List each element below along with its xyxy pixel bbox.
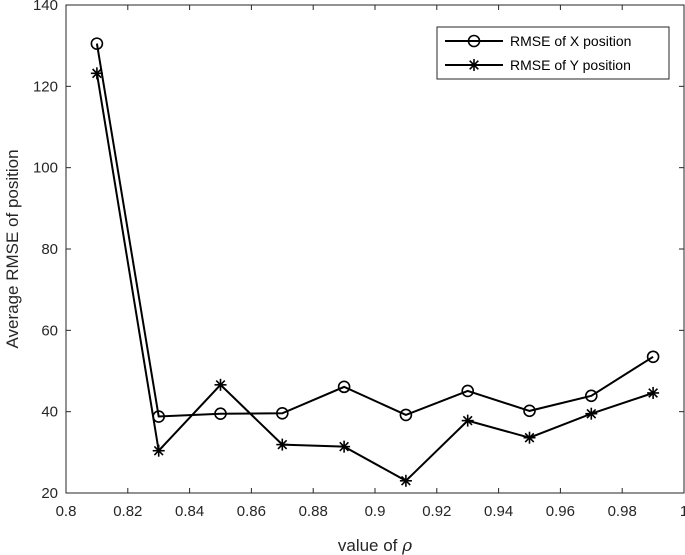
x-tick-label: 0.94	[484, 503, 513, 520]
x-tick-label: 0.9	[365, 503, 386, 520]
data-point-asterisk	[214, 378, 227, 391]
asterisk-stroke	[462, 415, 473, 426]
asterisk-stroke	[339, 441, 349, 452]
legend-label: RMSE of Y position	[510, 57, 631, 73]
data-point-asterisk	[276, 438, 289, 451]
x-tick-label: 0.92	[422, 503, 451, 520]
data-point-circle	[214, 407, 227, 421]
legend: RMSE of X position RMSE of Y position	[436, 26, 670, 80]
y-axis-title: Average RMSE of position	[3, 149, 22, 348]
asterisk-stroke	[215, 379, 226, 390]
asterisk-stroke	[92, 68, 102, 79]
y-tick-label: 80	[41, 241, 58, 258]
x-tick-label: 0.82	[113, 503, 142, 520]
series-line-2	[95, 73, 654, 483]
asterisk-stroke	[277, 439, 288, 450]
x-tick-label: 0.98	[608, 503, 637, 520]
legend-label: RMSE of X position	[510, 33, 631, 49]
y-tick-label: 40	[41, 404, 58, 421]
asterisk-stroke	[153, 445, 164, 456]
y-tick-label: 120	[33, 78, 58, 95]
y-tick-label: 100	[33, 160, 58, 177]
data-point-circle	[523, 404, 536, 418]
y-tick-label: 20	[41, 485, 58, 502]
data-point-asterisk	[461, 414, 474, 427]
asterisk-stroke	[586, 408, 597, 419]
data-point-circle	[467, 34, 481, 48]
data-point-circle	[337, 380, 351, 394]
data-point-circle	[399, 408, 413, 422]
data-point-circle	[461, 384, 475, 398]
x-axis-title: value of ρ	[338, 536, 412, 555]
y-tick-label: 60	[41, 322, 58, 339]
x-tick-label: 0.84	[175, 503, 204, 520]
data-point-circle	[275, 406, 289, 420]
series-line-1	[95, 43, 654, 418]
data-point-asterisk	[399, 474, 412, 487]
plot-area	[65, 4, 685, 494]
data-point-asterisk	[90, 67, 103, 80]
data-point-circle	[90, 37, 104, 50]
data-point-asterisk	[468, 59, 480, 71]
asterisk-stroke	[524, 432, 535, 443]
data-point-asterisk	[647, 386, 660, 399]
x-tick-label: 0.96	[546, 503, 575, 520]
asterisk-stroke	[401, 475, 411, 486]
data-point-circle	[646, 350, 660, 364]
asterisk-stroke	[469, 60, 479, 70]
series-layer	[90, 37, 660, 487]
asterisk-stroke	[648, 388, 658, 398]
x-tick-label: 1	[680, 503, 685, 520]
y-tick-label: 140	[33, 0, 58, 14]
x-tick-label: 0.8	[56, 503, 77, 520]
axes: 0.8 0.82 0.84 0.86 0.88 0.9 0.92 0.94 0.96 0.98 12…	[33, 0, 685, 520]
data-point-asterisk	[152, 444, 165, 457]
data-point-asterisk	[338, 440, 351, 453]
x-tick-label: 0.88	[299, 503, 328, 520]
x-tick-label: 0.86	[237, 503, 266, 520]
data-point-circle	[584, 389, 598, 403]
data-point-asterisk	[585, 407, 598, 420]
plot-box	[65, 4, 685, 494]
data-point-asterisk	[523, 431, 536, 444]
